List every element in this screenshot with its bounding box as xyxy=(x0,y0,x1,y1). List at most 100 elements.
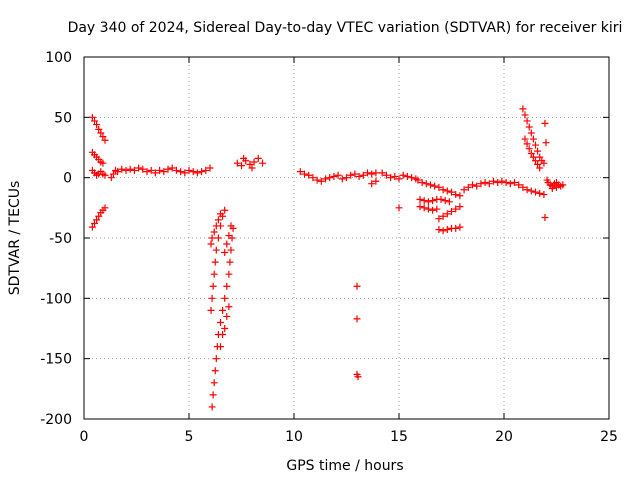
data-point xyxy=(240,154,248,162)
data-point xyxy=(209,391,217,399)
data-point xyxy=(226,258,234,266)
data-point xyxy=(502,178,510,186)
data-point xyxy=(214,234,222,242)
data-point xyxy=(532,157,539,165)
data-point xyxy=(313,176,321,184)
data-point xyxy=(207,306,215,314)
data-point xyxy=(435,226,443,234)
data-point xyxy=(527,150,535,158)
data-point xyxy=(309,174,317,182)
data-point xyxy=(99,159,107,167)
data-point xyxy=(515,181,523,189)
data-point xyxy=(217,343,224,351)
data-point xyxy=(248,164,256,172)
data-point xyxy=(225,270,233,278)
data-point xyxy=(210,270,218,278)
axis-ticks: 0 5 10 15 20 25 -200 -150 -100 -50 0 50 100 xyxy=(40,50,618,445)
data-point xyxy=(296,168,304,176)
data-point xyxy=(372,169,380,177)
data-point xyxy=(91,220,98,228)
data-point xyxy=(424,198,432,206)
data-point xyxy=(452,224,460,232)
data-point xyxy=(416,203,424,211)
data-point xyxy=(435,215,443,223)
data-point xyxy=(395,204,403,212)
data-point xyxy=(207,240,215,248)
data-point xyxy=(88,113,96,121)
data-point xyxy=(523,140,531,148)
data-point xyxy=(418,178,426,186)
data-point xyxy=(97,129,105,137)
data-point xyxy=(185,166,193,174)
data-point xyxy=(172,166,180,174)
data-point xyxy=(210,379,218,387)
data-point xyxy=(490,177,497,185)
data-point xyxy=(177,168,185,176)
data-point xyxy=(536,153,544,161)
data-point xyxy=(227,222,235,230)
data-point xyxy=(395,175,403,183)
data-point xyxy=(382,171,390,179)
data-point xyxy=(435,183,443,191)
data-point xyxy=(233,159,241,167)
x-tick-label: 10 xyxy=(285,429,303,445)
data-point xyxy=(334,171,342,179)
data-point xyxy=(126,165,134,173)
data-point xyxy=(156,166,164,174)
data-point xyxy=(429,206,437,214)
data-point xyxy=(122,166,130,174)
x-tick-label: 25 xyxy=(600,429,618,445)
data-point xyxy=(464,183,472,191)
data-point xyxy=(93,216,101,224)
data-point xyxy=(118,165,126,173)
data-point xyxy=(305,171,313,179)
data-point xyxy=(368,170,376,178)
data-point xyxy=(414,176,422,184)
data-point xyxy=(431,182,439,190)
data-point xyxy=(151,169,159,177)
data-point xyxy=(553,178,560,186)
data-point xyxy=(143,168,151,176)
data-point xyxy=(477,180,485,188)
data-point xyxy=(93,121,101,129)
data-point xyxy=(439,186,447,194)
data-point xyxy=(368,180,376,188)
grid-lines xyxy=(84,57,609,419)
data-point xyxy=(208,234,216,242)
data-point xyxy=(88,223,96,231)
data-point xyxy=(211,367,219,375)
data-point xyxy=(443,226,451,234)
data-point xyxy=(326,174,334,182)
data-point xyxy=(473,182,481,190)
data-point xyxy=(521,135,529,143)
data-point xyxy=(532,188,539,196)
data-point xyxy=(469,181,476,189)
y-tick-label: -200 xyxy=(40,412,72,428)
data-point xyxy=(99,133,107,141)
data-point xyxy=(208,403,216,411)
data-point xyxy=(338,175,346,183)
data-point xyxy=(139,165,147,173)
data-point xyxy=(330,172,338,180)
y-tick-label: -50 xyxy=(49,231,72,247)
data-point xyxy=(364,169,371,177)
data-point xyxy=(378,169,386,177)
data-point xyxy=(206,164,214,172)
data-point xyxy=(223,312,231,320)
data-point xyxy=(189,168,197,176)
data-point xyxy=(221,206,229,214)
data-point xyxy=(437,195,445,203)
y-tick-label: 0 xyxy=(63,171,72,187)
data-point xyxy=(429,197,437,205)
data-point xyxy=(399,171,407,179)
y-axis-label: SDTVAR / TECUs xyxy=(7,181,23,296)
data-point xyxy=(238,162,245,170)
data-point xyxy=(147,166,155,174)
data-point xyxy=(439,212,447,220)
data-point xyxy=(559,181,567,189)
data-point xyxy=(542,139,550,147)
data-point xyxy=(433,205,441,213)
data-point xyxy=(521,111,529,119)
data-point xyxy=(219,331,227,339)
y-tick-label: 50 xyxy=(54,110,72,126)
